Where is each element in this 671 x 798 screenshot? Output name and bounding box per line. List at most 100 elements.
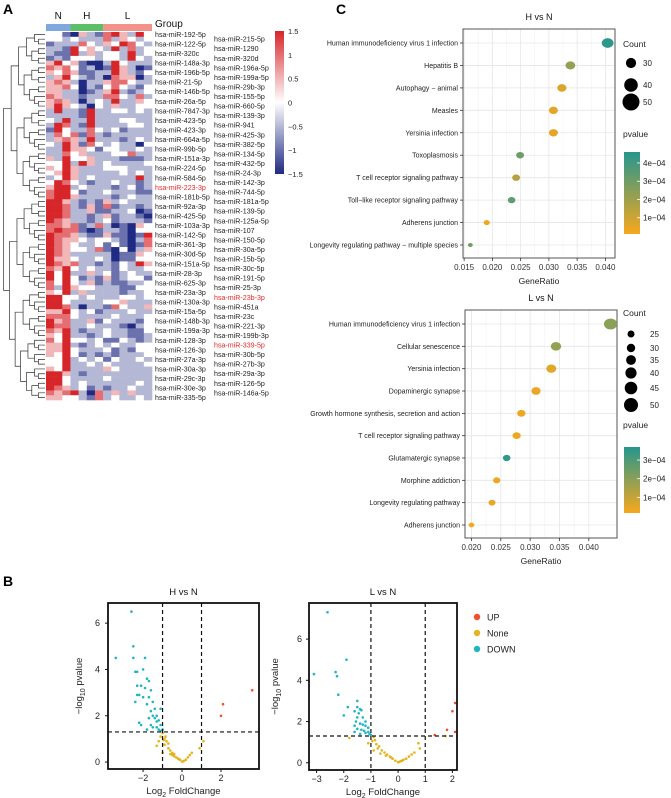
point-down <box>141 668 145 671</box>
heatmap-cell <box>46 376 55 382</box>
heatmap-cell <box>103 328 112 334</box>
heatmap-cell <box>143 51 153 57</box>
heatmap-cell <box>46 333 55 339</box>
heatmap-cell <box>46 352 55 358</box>
point-down <box>358 732 362 736</box>
heatmap-cell <box>103 261 112 267</box>
heatmap-cell <box>127 223 136 229</box>
dendrogram-branch <box>31 50 39 62</box>
heatmap-cell <box>86 380 96 386</box>
point-none <box>418 747 422 750</box>
point-down <box>366 726 370 729</box>
y-axis-title-rest: pvalue <box>270 658 281 689</box>
heatmap-cell <box>135 122 145 128</box>
heatmap-cell <box>135 361 145 367</box>
heatmap-cell <box>127 180 136 186</box>
heatmap-cell <box>111 247 120 253</box>
dendrogram-branch <box>38 38 45 45</box>
heatmap-cell <box>94 161 104 167</box>
heatmap-cell <box>103 199 112 205</box>
heatmap-cell <box>143 366 153 372</box>
heatmap-cell <box>46 218 55 224</box>
heatmap-cell <box>127 204 136 210</box>
heatmap-cell <box>86 79 96 85</box>
dot-7 <box>493 477 501 484</box>
heatmap-cell <box>119 390 128 396</box>
heatmap-cell <box>119 180 128 186</box>
heatmap-cell <box>62 137 71 143</box>
point-up <box>453 730 457 734</box>
heatmap-cell <box>54 137 63 143</box>
dot-5 <box>516 151 525 159</box>
heatmap-cell <box>62 194 71 200</box>
heatmap-cell <box>143 223 153 229</box>
heatmap-cell <box>103 342 112 348</box>
heatmap-cell <box>94 242 104 248</box>
heatmap-cell <box>70 51 79 57</box>
heatmap-cell <box>62 232 71 238</box>
heatmap-cell <box>86 275 96 281</box>
heatmap-cell <box>86 137 96 143</box>
heatmap-cell <box>111 213 120 219</box>
heatmap-cell <box>127 294 136 300</box>
point-none <box>163 743 166 746</box>
heatmap-cell <box>78 137 88 143</box>
heatmap-cell <box>143 213 153 219</box>
heatmap-cell <box>103 141 112 147</box>
heatmap-cell <box>94 309 104 315</box>
heatmap-cell <box>54 227 63 234</box>
heatmap-cell <box>127 127 136 133</box>
heatmap-cell <box>94 380 104 386</box>
heatmap-cell <box>143 275 153 281</box>
heatmap-cell <box>54 261 63 267</box>
heatmap-cell <box>103 247 112 253</box>
dendrogram-branch <box>38 201 45 207</box>
heatmap-cell <box>103 313 112 320</box>
heatmap-cell <box>127 256 136 262</box>
heatmap-cell <box>86 41 96 47</box>
heatmap-cell <box>94 232 104 238</box>
row-label: hsa-miR-146b-5p <box>155 88 210 96</box>
heatmap-cell <box>86 333 96 339</box>
row-label: hsa-miR-744-5p <box>214 189 265 197</box>
heatmap-cell <box>46 60 55 66</box>
heatmap-cell <box>143 180 153 186</box>
x-tick-label: 1 <box>423 774 428 784</box>
term-label: T cell receptor signaling pathway <box>358 433 460 440</box>
heatmap-cell <box>86 218 96 224</box>
heatmap-cell <box>111 46 120 52</box>
heatmap-cell <box>54 60 63 66</box>
heatmap-cell <box>111 223 120 229</box>
heatmap-cell <box>143 251 153 257</box>
heatmap-cell <box>94 352 104 358</box>
row-label: hsa-miR-23c <box>214 313 255 321</box>
heatmap-cell <box>111 356 120 363</box>
heatmap-cell <box>103 304 112 310</box>
heatmap-cell <box>127 184 136 191</box>
heatmap-cell <box>86 242 96 248</box>
heatmap-cell <box>86 118 96 124</box>
heatmap-cell <box>111 32 120 38</box>
heatmap-cell <box>70 390 79 396</box>
row-label: hsa-miR-15a-5p <box>155 308 206 316</box>
heatmap-cell <box>127 280 136 286</box>
heatmap-cell <box>46 51 55 57</box>
dendrogram-branch <box>38 306 45 312</box>
dendrogram-branch <box>38 143 45 150</box>
heatmap-cell <box>46 189 55 195</box>
heatmap-cell <box>46 256 55 262</box>
point-none <box>155 744 158 748</box>
heatmap-cell <box>78 132 88 138</box>
heatmap-cell <box>46 180 55 186</box>
heatmap-cell <box>135 285 145 291</box>
heatmap-cell <box>135 342 145 348</box>
colorbar-tick-label: −1 <box>288 146 297 155</box>
point-none <box>167 746 170 750</box>
heatmap-cell <box>94 41 104 47</box>
y-axis-title-sub: 10 <box>80 688 87 696</box>
heatmap-cell <box>135 51 145 57</box>
heatmap-cell <box>111 227 120 234</box>
row-label: hsa-miR-148a-3p <box>155 60 210 68</box>
heatmap-cell <box>54 127 63 133</box>
point-none <box>165 739 168 743</box>
